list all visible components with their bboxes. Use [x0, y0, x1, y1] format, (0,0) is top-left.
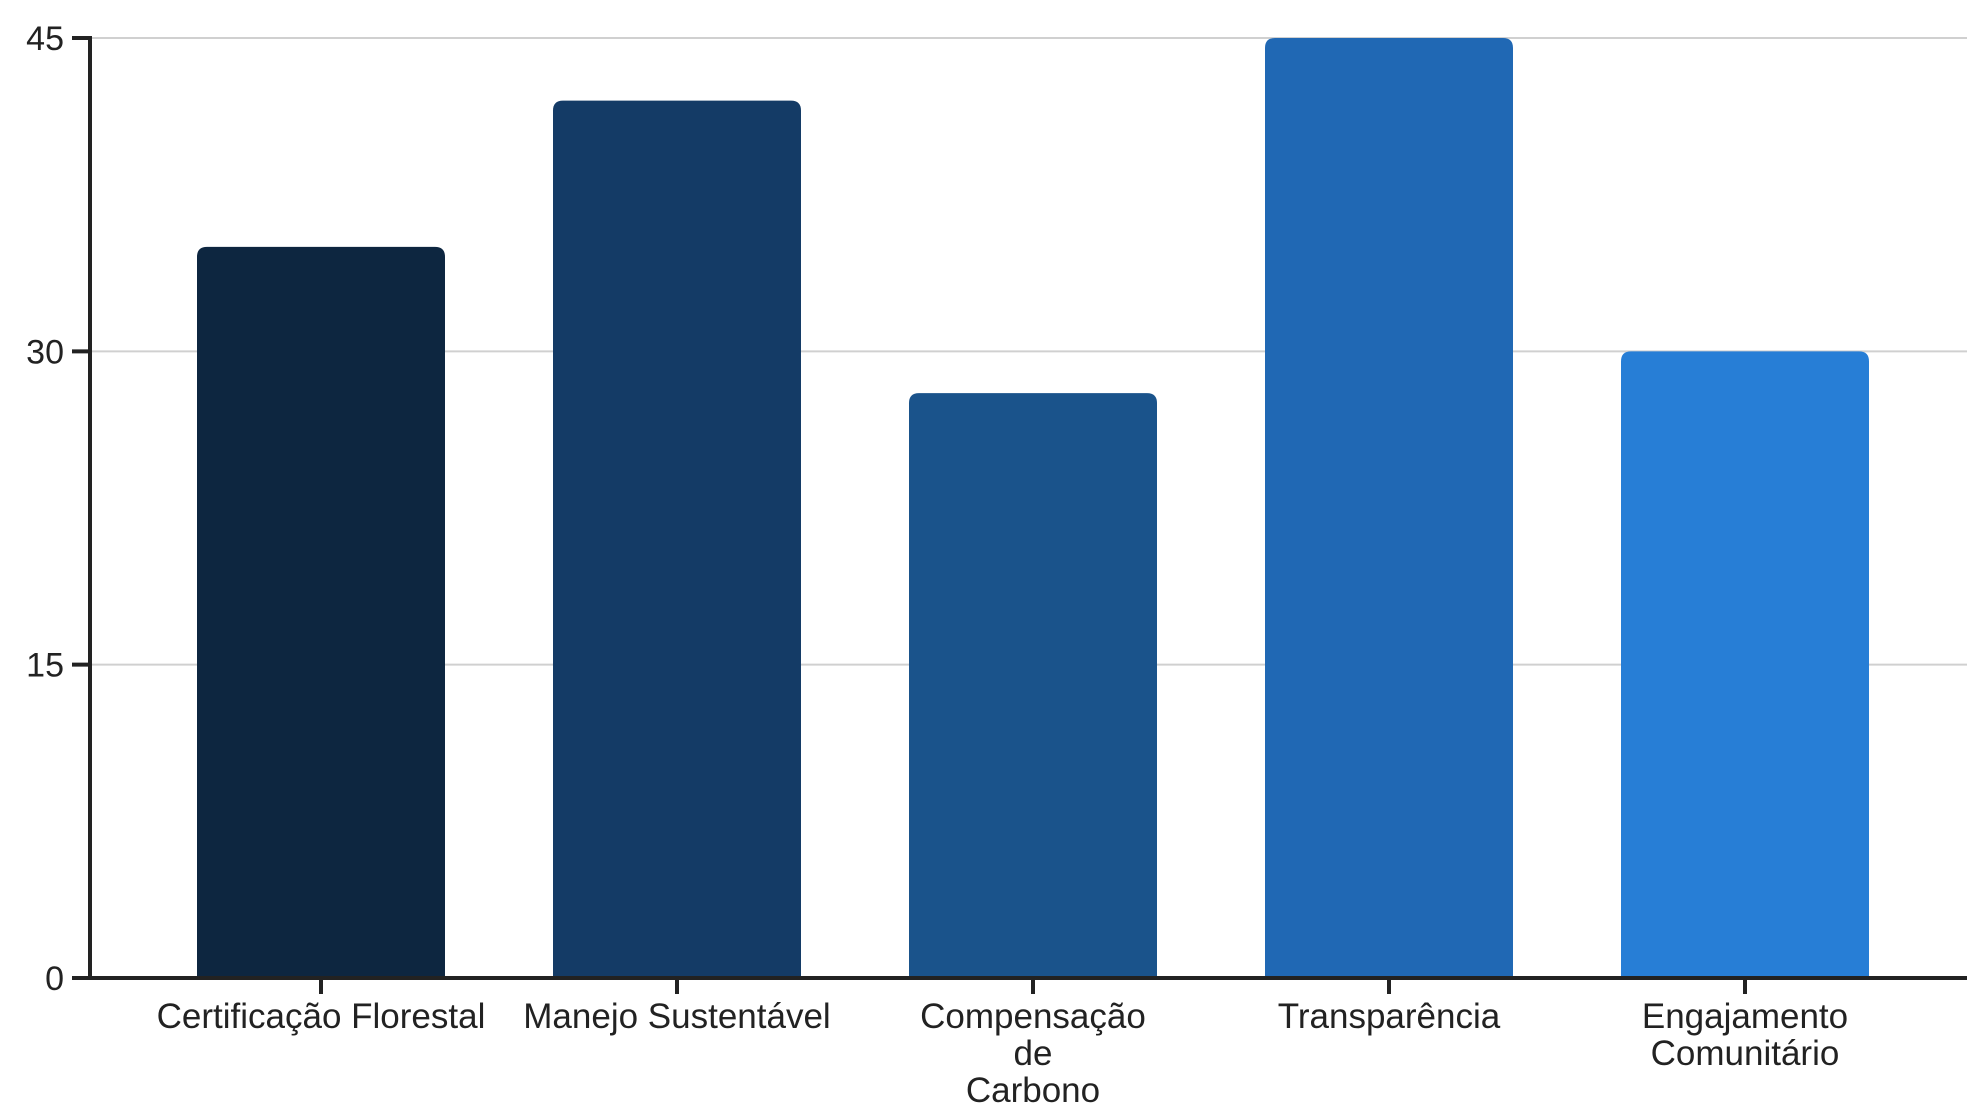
x-tick-label-line: Engajamento — [1642, 997, 1848, 1036]
bar — [1621, 351, 1869, 978]
x-tick-label: Certificação Florestal — [157, 997, 486, 1036]
x-tick-label-line: Compensação — [920, 997, 1146, 1036]
bar — [909, 393, 1157, 979]
y-tick-label: 0 — [45, 960, 64, 998]
x-tick-label: Transparência — [1278, 997, 1501, 1036]
bar — [553, 100, 801, 978]
bar — [1265, 38, 1513, 978]
x-tick-label: Compensação de Carbono — [920, 997, 1146, 1104]
axes — [72, 36, 1967, 994]
y-tick-label: 45 — [26, 20, 64, 58]
y-tick-label: 30 — [26, 333, 64, 371]
x-tick-label-line: Comunitário — [1651, 1034, 1840, 1073]
x-tick-label-line: de — [1014, 1034, 1053, 1073]
y-tick-label: 15 — [26, 647, 64, 685]
x-tick-label-line: Certificação Florestal — [157, 997, 486, 1036]
x-tick-label-line: Carbono — [966, 1071, 1100, 1104]
x-tick-label: Manejo Sustentável — [523, 997, 830, 1036]
x-tick-label: Engajamento Comunitário — [1642, 997, 1848, 1073]
x-tick-label-line: Manejo Sustentável — [523, 997, 830, 1036]
bars — [197, 38, 1869, 979]
bar — [197, 246, 445, 978]
x-tick-label-line: Transparência — [1278, 997, 1501, 1036]
tick-labels: 0 15 30 45 Certificação Florestal Manejo Sust… — [26, 20, 1848, 1104]
